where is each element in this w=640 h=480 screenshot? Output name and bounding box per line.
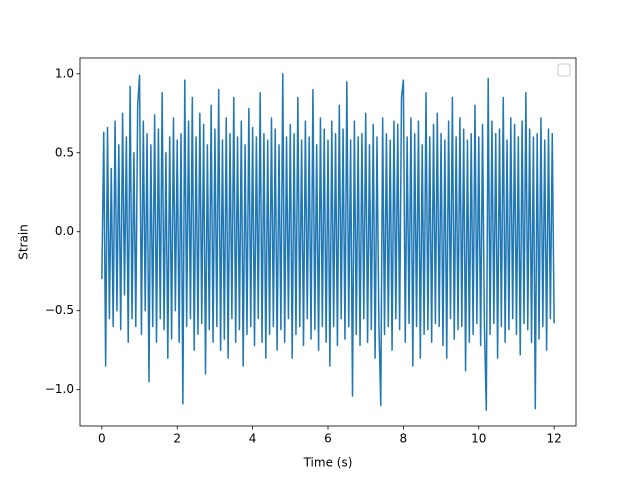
x-tick-label: 6 bbox=[324, 432, 332, 446]
x-tick-label: 0 bbox=[98, 432, 106, 446]
data-line bbox=[101, 73, 555, 411]
y-tick-label: 1.0 bbox=[55, 66, 74, 80]
x-axis-label: Time (s) bbox=[303, 456, 353, 470]
y-axis-label: Strain bbox=[17, 224, 31, 260]
y-tick-label: 0.0 bbox=[55, 224, 74, 238]
y-tick-label: −0.5 bbox=[45, 303, 74, 317]
x-tick-label: 2 bbox=[173, 432, 181, 446]
x-tick-label: 8 bbox=[400, 432, 408, 446]
y-tick-label: −1.0 bbox=[45, 382, 74, 396]
x-tick-label: 4 bbox=[249, 432, 257, 446]
plot-frame bbox=[79, 57, 577, 427]
legend bbox=[557, 63, 571, 77]
y-tick-label: 0.5 bbox=[55, 145, 74, 159]
x-tick-label: 10 bbox=[471, 432, 486, 446]
x-tick-label: 12 bbox=[546, 432, 561, 446]
